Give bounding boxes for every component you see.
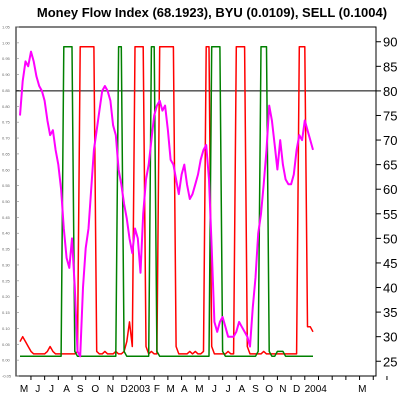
- left-tick-label: 0.75: [2, 120, 11, 125]
- series-layer: [19, 45, 314, 358]
- series-line-byu: [19, 45, 314, 355]
- x-tick-label: D: [293, 384, 300, 395]
- right-tick-label: 60: [383, 182, 397, 197]
- right-axis: 25 30 35 40 45 50 55 60 65 70 75 80 85 90: [376, 35, 397, 369]
- x-axis: M J J A S O N D 2003 F M A M J J A S O N D 2004 M: [20, 376, 388, 395]
- left-tick-label: 0.80: [2, 104, 11, 109]
- x-tick-label: J: [49, 384, 54, 395]
- left-tick-label: 0.65: [2, 151, 11, 156]
- x-tick-label: O: [91, 384, 99, 395]
- left-tick-label: -0.05: [2, 374, 12, 379]
- plot-frame: [15, 26, 377, 377]
- x-tick-label: M: [166, 384, 174, 395]
- left-tick-label: 0.40: [2, 231, 11, 236]
- x-tick-label: M: [358, 384, 366, 395]
- left-axis: -0.05 0.00 0.05 0.10 0.15 0.20 0.25 0.30 0.35 0.4…: [2, 25, 19, 379]
- left-tick-label: 0.50: [2, 199, 11, 204]
- left-tick-label: 1.05: [2, 25, 11, 30]
- x-tick-label: A: [238, 384, 245, 395]
- left-tick-label: 0.35: [2, 247, 11, 252]
- chart-title: Money Flow Index (68.1923), BYU (0.0109)…: [37, 5, 387, 20]
- left-tick-label: 0.10: [2, 326, 11, 331]
- left-tick-label: 0.90: [2, 72, 11, 77]
- x-tick-label: M: [20, 384, 28, 395]
- x-tick-label: 2003: [128, 384, 151, 395]
- series-line-sell: [20, 45, 313, 358]
- right-tick-label: 35: [383, 305, 397, 320]
- left-tick-label: 0.25: [2, 278, 11, 283]
- left-tick-label: 0.20: [2, 294, 11, 299]
- left-tick-label: 0.45: [2, 215, 11, 220]
- left-tick-label: 0.85: [2, 88, 11, 93]
- right-tick-label: 80: [383, 84, 397, 99]
- left-tick-label: 0.00: [2, 358, 11, 363]
- right-tick-label: 45: [383, 256, 397, 271]
- x-tick-label: J: [226, 384, 231, 395]
- x-tick-label: J: [212, 384, 217, 395]
- right-tick-label: 65: [383, 158, 397, 173]
- right-tick-label: 90: [383, 35, 397, 50]
- x-tick-label: S: [252, 384, 259, 395]
- right-tick-label: 85: [383, 59, 397, 74]
- right-tick-label: 75: [383, 108, 397, 123]
- left-tick-label: 0.05: [2, 342, 11, 347]
- series-line-money-flow-index: [19, 50, 314, 358]
- left-tick-label: 0.55: [2, 183, 11, 188]
- x-tick-label: D: [120, 384, 127, 395]
- right-tick-label: 70: [383, 133, 397, 148]
- x-tick-label: M: [195, 384, 203, 395]
- x-tick-label: A: [181, 384, 188, 395]
- x-tick-label: J: [35, 384, 40, 395]
- left-tick-label: 0.95: [2, 56, 11, 61]
- x-tick-label: A: [63, 384, 70, 395]
- x-tick-label: F: [154, 384, 160, 395]
- x-tick-label: 2004: [305, 384, 328, 395]
- left-tick-label: 0.70: [2, 136, 11, 141]
- right-tick-label: 50: [383, 231, 397, 246]
- right-tick-label: 55: [383, 207, 397, 222]
- left-tick-label: 1.00: [2, 40, 11, 45]
- x-tick-label: O: [265, 384, 273, 395]
- x-tick-label: S: [77, 384, 84, 395]
- left-tick-label: 0.60: [2, 167, 11, 172]
- right-tick-label: 30: [383, 330, 397, 345]
- left-tick-label: 0.15: [2, 310, 11, 315]
- left-tick-label: 0.30: [2, 262, 11, 267]
- x-tick-label: N: [279, 384, 286, 395]
- x-tick-label: N: [107, 384, 114, 395]
- right-tick-label: 25: [383, 354, 397, 369]
- right-tick-label: 40: [383, 281, 397, 296]
